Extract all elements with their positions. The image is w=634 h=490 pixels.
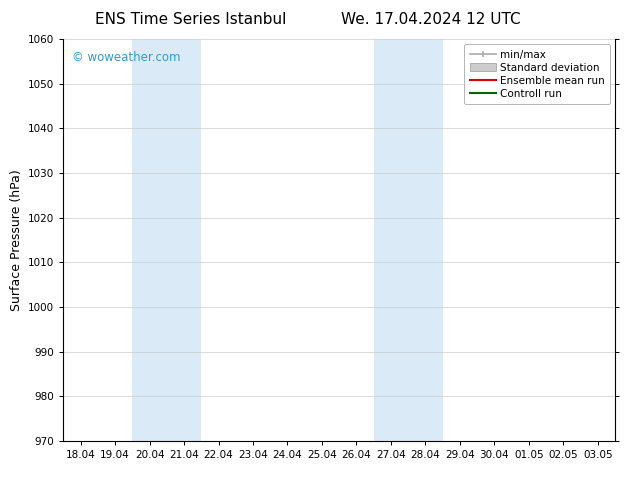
Legend: min/max, Standard deviation, Ensemble mean run, Controll run: min/max, Standard deviation, Ensemble me…: [464, 45, 610, 104]
Y-axis label: Surface Pressure (hPa): Surface Pressure (hPa): [10, 169, 23, 311]
Text: We. 17.04.2024 12 UTC: We. 17.04.2024 12 UTC: [341, 12, 521, 27]
Text: ENS Time Series Istanbul: ENS Time Series Istanbul: [94, 12, 286, 27]
Bar: [373, 39, 443, 441]
Bar: [133, 39, 202, 441]
Text: © woweather.com: © woweather.com: [72, 51, 180, 64]
